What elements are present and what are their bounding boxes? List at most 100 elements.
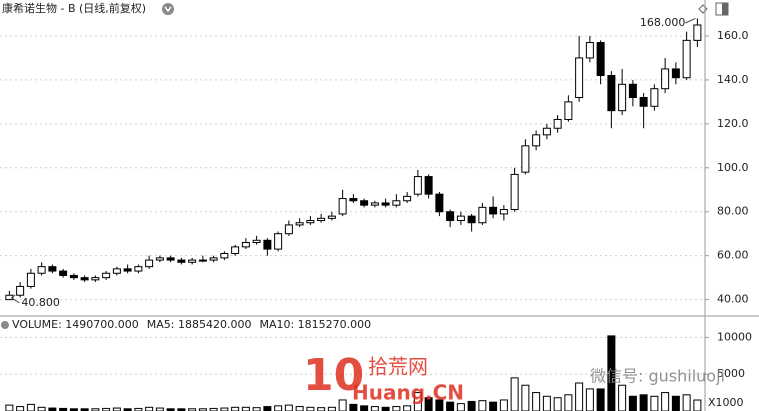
volume-bar — [306, 406, 315, 411]
volume-bar — [80, 408, 89, 411]
candle-body — [532, 134, 541, 147]
candle-body — [392, 200, 401, 206]
candle-body — [327, 215, 336, 219]
candle-body — [252, 239, 261, 243]
candle-body — [134, 266, 143, 272]
volume-bar — [177, 408, 186, 411]
candle-body — [435, 193, 444, 213]
volume-bar — [650, 395, 659, 411]
candle-body — [112, 268, 121, 274]
candle-body — [166, 257, 175, 261]
candle-body — [542, 127, 551, 136]
volume-bar — [661, 392, 670, 411]
volume-bar — [295, 406, 304, 411]
y-tick-label: 140.0 — [717, 73, 749, 86]
volume-bar — [413, 392, 422, 411]
candle-body — [671, 68, 680, 79]
candle-body — [585, 42, 594, 59]
volume-bar — [327, 406, 336, 411]
candle-body — [274, 233, 283, 250]
candle-body — [489, 206, 498, 215]
candle-body — [682, 39, 691, 79]
candle-body — [177, 259, 186, 263]
volume-bar — [510, 377, 519, 411]
volume-bar — [134, 407, 143, 411]
volume-bar — [435, 399, 444, 411]
volume-bar — [102, 407, 111, 411]
panel-icon-half — [722, 3, 728, 15]
y-tick-label: 40.00 — [717, 293, 749, 306]
candle-body — [69, 274, 78, 279]
volume-bar — [231, 406, 240, 411]
candle-body — [123, 268, 132, 272]
volume-bar — [542, 395, 551, 411]
high-annotation: 168.000 — [640, 16, 686, 29]
volume-bar — [682, 394, 691, 411]
candle-body — [231, 246, 240, 254]
volume-header: VOLUME: 1490700.000 — [12, 318, 139, 331]
volume-bar — [37, 406, 46, 411]
volume-bar — [499, 399, 508, 411]
candle-body — [306, 220, 315, 224]
candle-body — [575, 57, 584, 98]
volume-bar — [489, 401, 498, 411]
candle-body — [661, 68, 670, 90]
candle-body — [607, 75, 616, 112]
candle-body — [241, 241, 250, 248]
volume-bar — [585, 388, 594, 411]
volume-bar — [209, 407, 218, 411]
candle-body — [5, 294, 14, 301]
candle-body — [295, 222, 304, 226]
volume-bar — [381, 406, 390, 411]
volume-bar — [241, 406, 250, 411]
volume-bar — [274, 405, 283, 411]
candle-body — [499, 209, 508, 215]
candle-body — [37, 266, 46, 274]
watermark-site-cn: 拾荒网 — [368, 355, 428, 379]
watermark: 10 拾荒网 Huang.CN 微信号: gushiluoji — [303, 350, 725, 405]
watermark-wechat: 微信号: gushiluoji — [590, 367, 725, 386]
candle-body — [564, 101, 573, 120]
candle-body — [188, 259, 197, 263]
volume-bar — [123, 408, 132, 411]
candle-body — [628, 83, 637, 98]
volume-bar — [145, 406, 154, 411]
candle-body — [220, 252, 229, 259]
y-tick-label: 80.00 — [717, 205, 749, 218]
candle-body — [59, 270, 68, 276]
volume-bar — [59, 407, 68, 411]
low-pointer — [11, 294, 20, 304]
watermark-logo: 10 — [303, 350, 364, 401]
volume-bar — [575, 382, 584, 411]
volume-bar — [360, 405, 369, 411]
volume-bar — [91, 408, 100, 411]
volume-bar — [392, 406, 401, 411]
diamond-icon[interactable] — [698, 4, 708, 14]
unit-label: X1000 — [708, 396, 744, 409]
volume-bar — [188, 408, 197, 411]
y-tick-label: 120.0 — [717, 117, 749, 130]
dropdown-icon[interactable] — [162, 3, 174, 15]
candle-body — [413, 176, 422, 195]
candle-body — [650, 88, 659, 107]
volume-icon — [1, 321, 9, 329]
candle-body — [284, 224, 293, 235]
volume-bar — [349, 403, 358, 411]
y-tick-label: 60.00 — [717, 249, 749, 262]
candle-body — [510, 173, 519, 211]
candle-body — [80, 277, 89, 281]
volume-bar — [467, 400, 476, 411]
candle-body — [596, 42, 605, 77]
volume-bar — [338, 399, 347, 411]
candle-body — [198, 259, 207, 262]
volume-bar — [26, 403, 35, 411]
chart-title: 康希诺生物 - B (日线,前复权) — [2, 1, 146, 15]
candle-body — [370, 202, 379, 206]
volume-bar — [5, 404, 14, 411]
volume-bar — [284, 404, 293, 411]
candle-body — [693, 24, 702, 41]
volume-bar — [553, 397, 562, 411]
volume-bar — [521, 384, 530, 411]
candle-body — [48, 266, 57, 272]
